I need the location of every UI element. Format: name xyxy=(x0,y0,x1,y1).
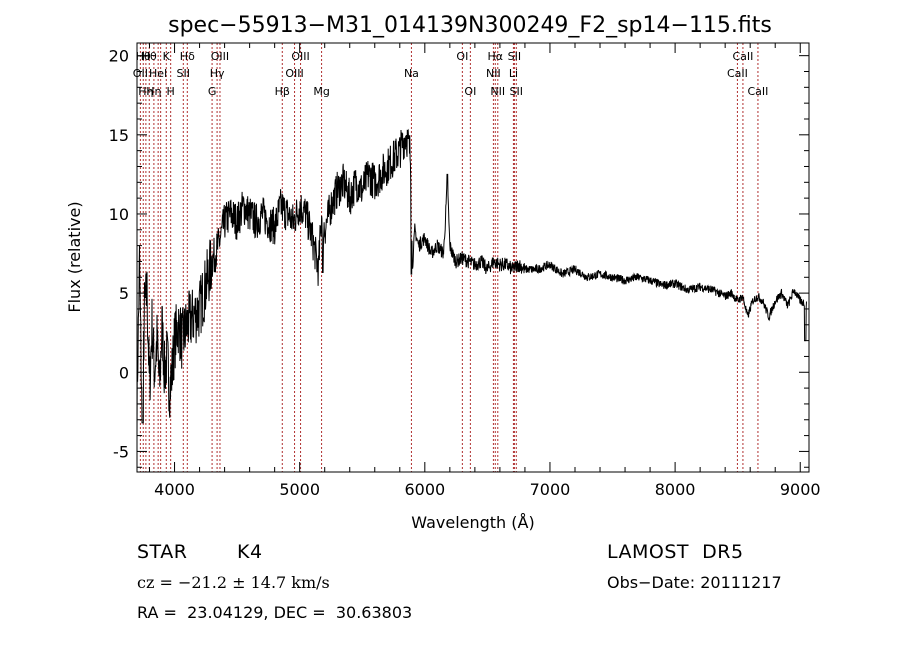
redshift-velocity: cz = −21.2 ± 14.7 km/s xyxy=(137,573,330,592)
x-axis-label: Wavelength (Å) xyxy=(411,513,534,532)
line-label-26: SII xyxy=(510,85,523,98)
x-tick-label-0: 4000 xyxy=(154,480,195,499)
axis-ticks: 4000 5000 6000 7000 8000 9000 -5 0 5 10 15 20 xyxy=(109,43,821,499)
y-tick-label-0: -5 xyxy=(113,442,129,461)
line-label-8: H xyxy=(167,85,175,98)
line-label-0: OII xyxy=(133,67,148,80)
line-label-5: HeI xyxy=(149,67,167,80)
y-tick-label-4: 15 xyxy=(109,126,129,145)
line-label-13: OIII xyxy=(211,50,229,63)
line-label-19: OI xyxy=(456,50,468,63)
line-label-27: CaII xyxy=(727,67,748,80)
line-label-3: Hθ xyxy=(142,50,157,63)
line-label-18: Na xyxy=(404,67,419,80)
x-tick-label-2: 6000 xyxy=(404,480,445,499)
line-label-29: CaII xyxy=(747,85,768,98)
y-axis-label: Flux (relative) xyxy=(65,201,84,312)
line-label-1: Hθ xyxy=(136,50,151,63)
y-tick-label-2: 5 xyxy=(119,284,129,303)
line-label-15: OIII xyxy=(285,67,303,80)
line-label-2: Hη xyxy=(138,85,153,98)
line-label-17: Mg xyxy=(313,85,329,98)
spectrum-series xyxy=(136,128,807,436)
x-tick-label-5: 9000 xyxy=(780,480,821,499)
x-tick-label-3: 7000 xyxy=(530,480,571,499)
line-label-24: Li xyxy=(509,67,518,80)
plot-frame xyxy=(136,42,810,473)
y-tick-label-3: 10 xyxy=(109,205,129,224)
y-tick-label-5: 20 xyxy=(109,47,129,66)
line-label-16: OIII xyxy=(291,50,309,63)
spectral-line-markers xyxy=(139,43,759,472)
chart-title: spec−55913−M31_014139N300249_F2_sp14−115… xyxy=(168,13,772,38)
object-class: STAR xyxy=(137,541,188,563)
x-tick-label-1: 5000 xyxy=(279,480,320,499)
line-label-20: OI xyxy=(464,85,476,98)
observation-date: Obs−Date: 20111217 xyxy=(607,573,782,592)
line-label-9: SII xyxy=(177,67,190,80)
line-label-10: Hδ xyxy=(180,50,195,63)
survey-name: LAMOST DR5 xyxy=(607,541,744,563)
line-label-4: Hη xyxy=(146,85,161,98)
line-label-11: G xyxy=(208,85,217,98)
line-label-28: CaII xyxy=(732,50,753,63)
spectrum-line xyxy=(136,128,807,436)
line-label-14: Hβ xyxy=(275,85,290,98)
line-label-21: NII xyxy=(486,67,501,80)
line-label-23: NII xyxy=(490,85,505,98)
y-tick-label-1: 0 xyxy=(119,363,129,382)
line-label-25: SII xyxy=(508,50,521,63)
spectral-line-labels: OIIHθHηHθHηHeIKHSIIHδGHγOIIIHβOIIIOIIIMg… xyxy=(133,50,769,98)
x-tick-label-4: 8000 xyxy=(655,480,696,499)
line-label-7: K xyxy=(163,50,171,63)
line-label-12: Hγ xyxy=(210,67,225,80)
coordinates: RA = 23.04129, DEC = 30.63803 xyxy=(137,603,413,622)
object-subclass: K4 xyxy=(237,541,263,563)
line-label-22: Hα xyxy=(488,50,504,63)
